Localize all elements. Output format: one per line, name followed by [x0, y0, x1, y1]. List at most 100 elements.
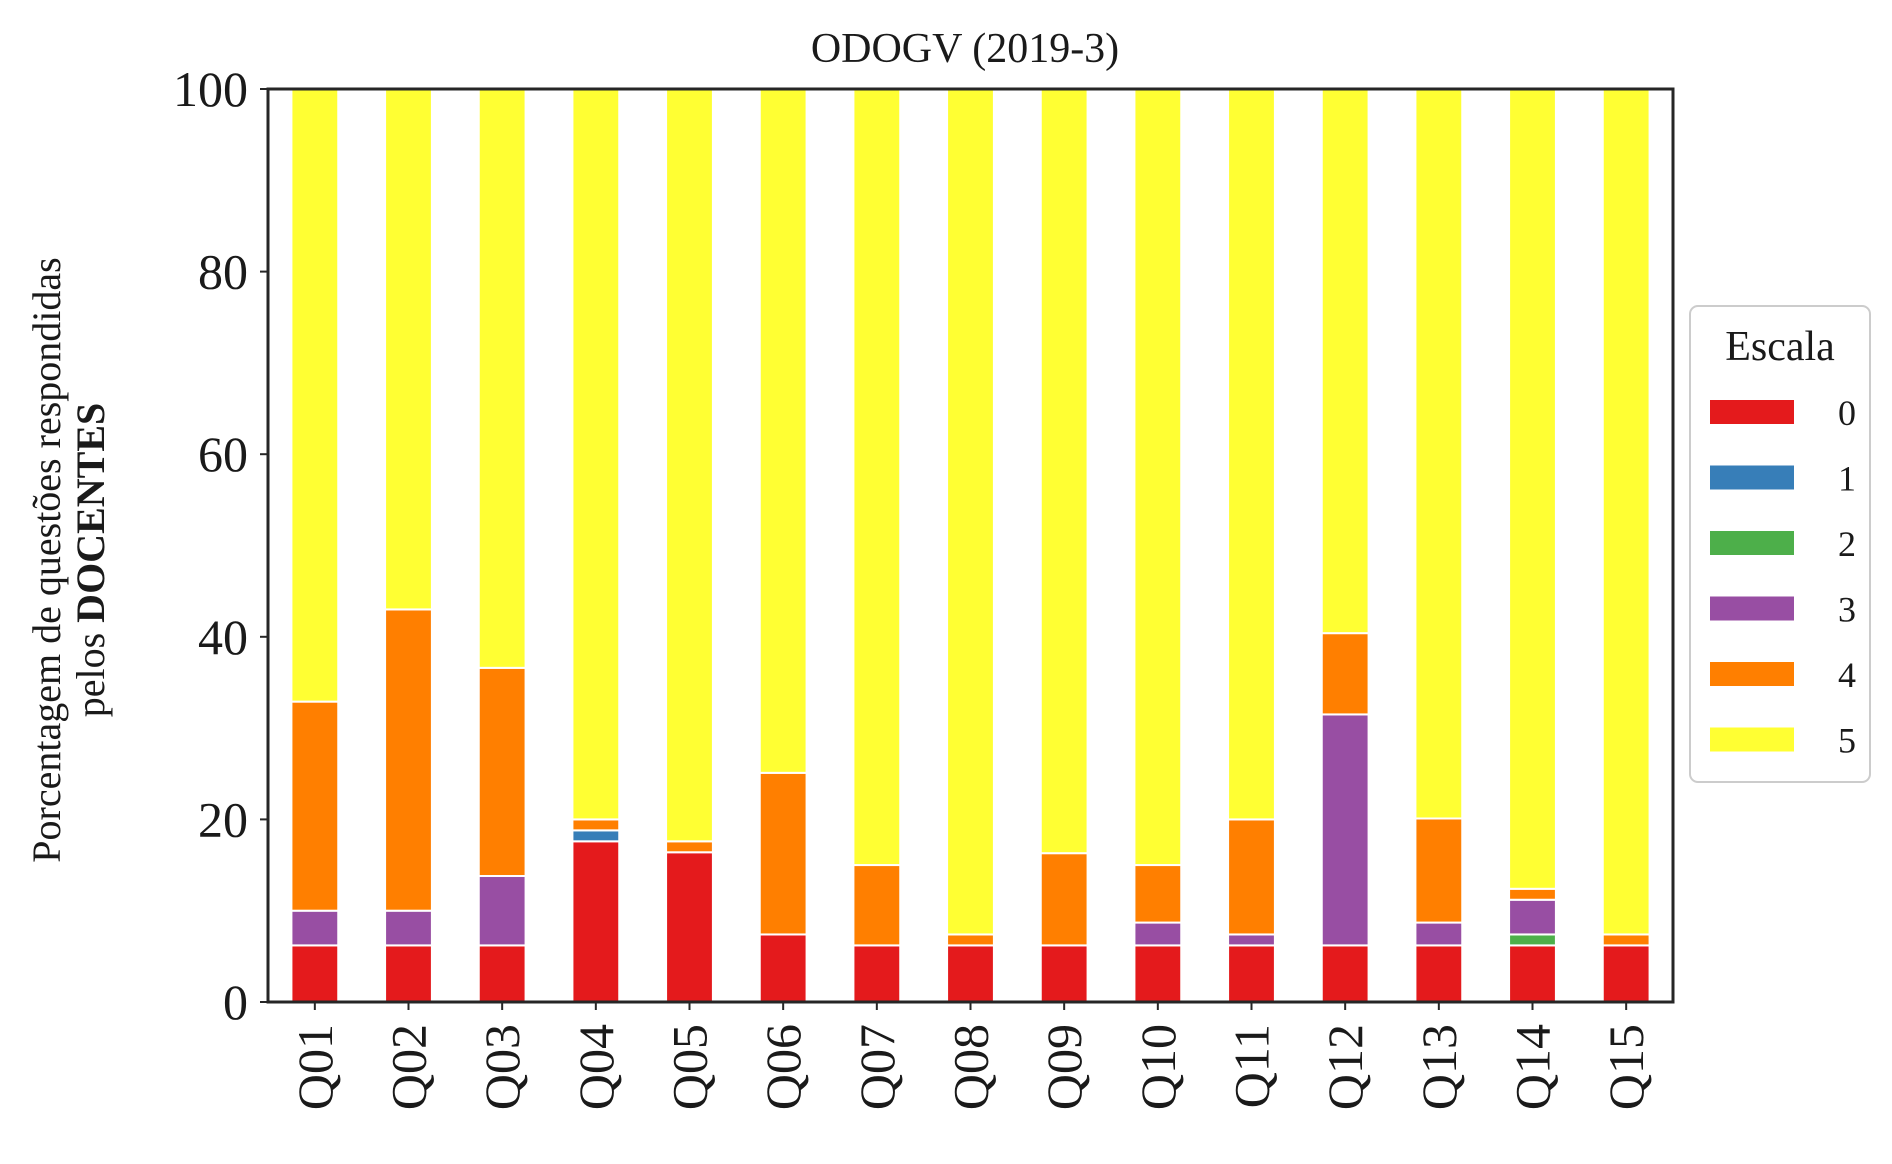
bar-segment — [1320, 88, 1370, 635]
y-axis-label-space — [68, 623, 113, 633]
bar-segment — [1133, 88, 1183, 867]
bar-segment — [1508, 898, 1557, 936]
x-axis-ticks: Q01 Q02 Q03 Q04 Q05 Q06 Q07 Q08 Q09 Q10 Q11 Q12 Q13 Q… — [287, 1002, 1654, 1110]
bar-segment — [477, 88, 527, 669]
x-tick-label: Q14 — [1505, 1024, 1561, 1110]
y-tick-label: 20 — [198, 791, 248, 847]
bar-segment — [665, 851, 714, 1004]
bar-segment — [665, 840, 714, 854]
bar-segment — [1320, 944, 1370, 1004]
bar-segment — [1508, 887, 1557, 901]
legend-swatch — [1710, 400, 1794, 424]
legend-label: 4 — [1838, 655, 1856, 695]
bar-segment — [852, 88, 902, 867]
bar-segment — [571, 818, 621, 832]
bar-segment — [1508, 944, 1557, 1004]
x-tick-label: Q03 — [474, 1024, 530, 1110]
x-tick-label: Q01 — [287, 1024, 343, 1110]
legend-label: 2 — [1838, 524, 1856, 564]
legend-label: 5 — [1838, 721, 1856, 761]
bar-segment — [1601, 933, 1651, 947]
bar-segment — [1227, 944, 1276, 1004]
bar-segment — [1039, 944, 1089, 1004]
legend-items: 0 1 2 3 4 5 — [1710, 393, 1856, 761]
legend-label: 3 — [1838, 590, 1856, 630]
x-tick-label: Q05 — [662, 1024, 718, 1110]
bar-segment — [1320, 632, 1370, 716]
y-axis-label-bold: DOCENTES — [68, 403, 113, 623]
bar-segment — [1601, 944, 1651, 1004]
x-tick-label: Q07 — [849, 1024, 905, 1110]
legend-swatch — [1710, 662, 1794, 686]
legend-title: Escala — [1725, 324, 1835, 370]
bar-segment — [1414, 88, 1464, 820]
x-tick-label: Q06 — [755, 1024, 811, 1110]
bar-segment — [665, 88, 714, 843]
bar-segment — [571, 840, 621, 1003]
y-axis-label-line1: Porcentagem de questões respondidas — [24, 257, 69, 862]
bar-segment — [290, 909, 340, 947]
x-tick-label: Q08 — [943, 1024, 999, 1110]
y-tick-label: 100 — [173, 61, 248, 117]
bar-segment — [946, 944, 995, 1004]
bar-segment — [852, 944, 902, 1004]
bar-segment — [384, 944, 433, 1004]
bar-segment — [1414, 921, 1464, 947]
bar-segment — [1320, 713, 1370, 947]
bar-segment — [384, 608, 433, 912]
bar-segment — [1227, 818, 1276, 936]
bar-segment — [477, 666, 527, 878]
bar-segment — [1133, 864, 1183, 924]
y-axis-label-line2: pelos DOCENTES — [68, 403, 113, 718]
legend-label: 1 — [1838, 459, 1856, 499]
bar-segment — [758, 771, 808, 936]
x-tick-label: Q10 — [1130, 1024, 1186, 1110]
legend-swatch — [1710, 531, 1794, 555]
bar-segment — [758, 933, 808, 1003]
bar-segment — [1133, 944, 1183, 1004]
plot-area — [266, 87, 1675, 1004]
bar-segment — [1414, 817, 1464, 924]
x-tick-label: Q13 — [1411, 1024, 1467, 1110]
bar-segment — [1414, 944, 1464, 1004]
bar-segment — [946, 88, 995, 936]
bar-segment — [477, 875, 527, 947]
y-tick-label: 0 — [223, 974, 248, 1030]
x-tick-label: Q04 — [568, 1024, 624, 1110]
y-axis-label-prefix: pelos — [68, 633, 113, 717]
bar-segment — [290, 700, 340, 912]
bar-segment — [758, 88, 808, 774]
x-tick-label: Q15 — [1598, 1024, 1654, 1110]
y-tick-label: 80 — [198, 244, 248, 300]
y-tick-label: 60 — [198, 426, 248, 482]
bar-segment — [1133, 921, 1183, 947]
bar-segment — [1039, 852, 1089, 947]
bar-segment — [1227, 88, 1276, 821]
chart-title: ODOGV (2019-3) — [811, 26, 1119, 72]
bar-segment — [290, 944, 340, 1004]
legend-swatch — [1710, 465, 1794, 490]
x-tick-label: Q09 — [1036, 1024, 1092, 1110]
bar-segment — [1039, 88, 1089, 855]
bar-segment — [571, 829, 621, 843]
bar-segment — [384, 909, 433, 947]
bar-segment — [1508, 933, 1557, 947]
x-tick-label: Q11 — [1224, 1024, 1280, 1108]
bar-segment — [477, 944, 527, 1004]
legend: Escala 0 1 2 3 4 5 — [1689, 305, 1871, 783]
legend-swatch — [1710, 596, 1794, 621]
bar-segment — [1227, 933, 1276, 947]
legend-label: 0 — [1838, 393, 1856, 433]
bar-segment — [290, 88, 340, 703]
legend-swatch — [1710, 727, 1794, 752]
x-tick-label: Q12 — [1317, 1024, 1373, 1110]
x-tick-label: Q02 — [381, 1024, 437, 1110]
y-axis-ticks: 0 20 40 60 80 100 — [173, 61, 268, 1030]
bar-segment — [571, 88, 621, 821]
bar-segment — [384, 88, 433, 611]
y-tick-label: 40 — [198, 609, 248, 665]
bar-segment — [1508, 88, 1557, 890]
bar-segment — [852, 864, 902, 947]
